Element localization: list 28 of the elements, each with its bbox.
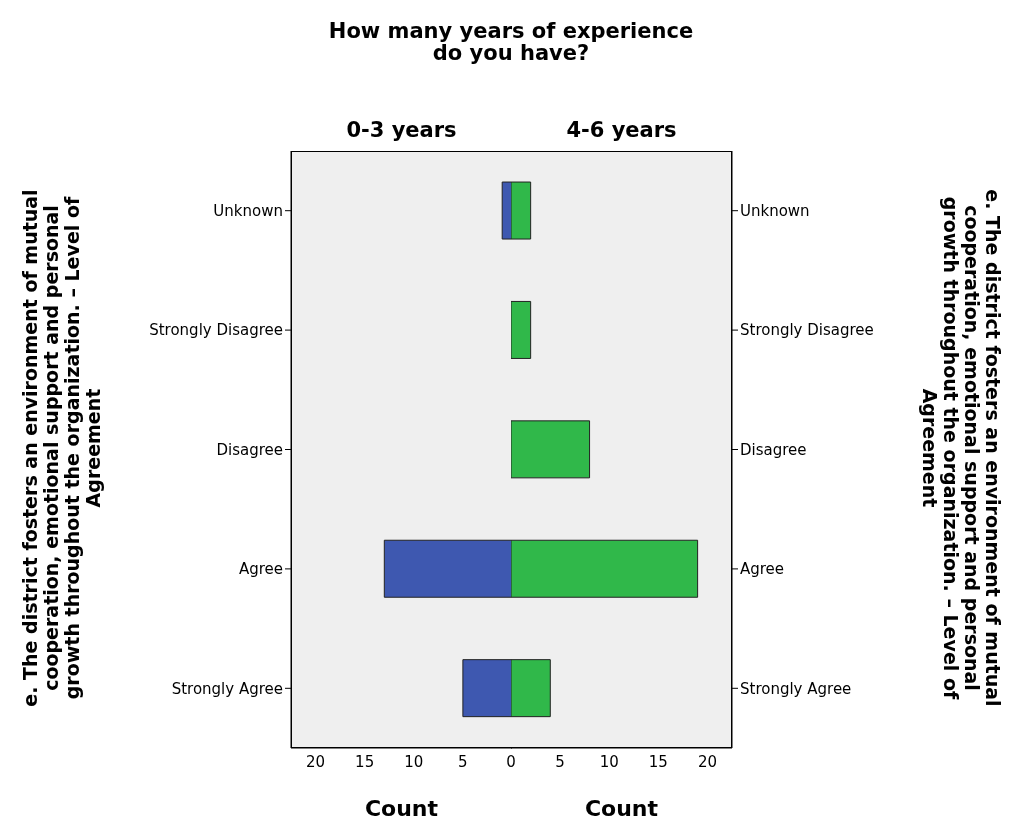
y-tick-label: Unknown xyxy=(213,202,283,221)
x-tick-label: 15 xyxy=(355,752,375,771)
y-tick-label: Disagree xyxy=(740,440,807,459)
x-tick-label: 5 xyxy=(458,752,468,771)
chart-title: 4-6 years xyxy=(565,118,678,142)
bar xyxy=(511,420,591,479)
y-tick-label: Strongly Agree xyxy=(740,679,852,698)
y-tick-label: Unknown xyxy=(740,202,810,221)
y2-axis-title: e. The district fosters an environment of mutual cooperation, emotional support and personal growth throughout the organization. – Level of Agreement xyxy=(919,188,1004,709)
y-axis-title: e. The district fosters an environment of mutual cooperation, emotional support and personal growth throughout the organization. – Level of Agreement xyxy=(19,188,104,709)
y-tick-label: Agree xyxy=(740,560,785,579)
chart-title: How many years of experience do you have? xyxy=(327,19,695,65)
x-tick-label: 15 xyxy=(648,752,668,771)
x-axis-title: Count xyxy=(583,796,660,821)
x-tick-label: 20 xyxy=(306,752,326,771)
y-tick-label: Agree xyxy=(238,560,283,579)
x-tick-label: 0 xyxy=(506,752,516,771)
chart-subtitle: 0-3 years xyxy=(345,118,458,142)
y-tick-label: Strongly Agree xyxy=(171,679,283,698)
y-tick-label: Strongly Disagree xyxy=(740,321,874,340)
x-tick-label: 5 xyxy=(555,752,565,771)
x-axis-title: Count xyxy=(363,796,440,821)
y-tick-label: Strongly Disagree xyxy=(149,321,283,340)
x-tick-label: 10 xyxy=(404,752,424,771)
bar xyxy=(511,300,532,359)
x-tick-label: 10 xyxy=(599,752,619,771)
y-tick-label: Disagree xyxy=(216,440,283,459)
x-tick-label: 20 xyxy=(697,752,717,771)
